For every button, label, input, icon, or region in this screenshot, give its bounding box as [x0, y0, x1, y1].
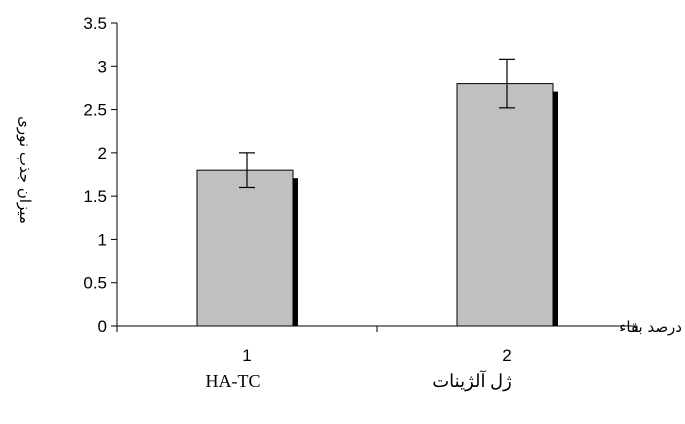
bar-1 — [196, 169, 294, 327]
category-name-2: ژل آلژینات — [432, 370, 512, 392]
y-tick-label: 3.5 — [83, 14, 107, 33]
x-tick-label-1: 1 — [242, 346, 251, 365]
x-axis-title: درصد بقاء — [619, 318, 682, 336]
y-tick-label: 2.5 — [83, 101, 107, 120]
y-tick-label: 1 — [98, 230, 107, 249]
x-tick-label-2: 2 — [502, 346, 511, 365]
y-tick-label: 0 — [98, 317, 107, 336]
bar-shadow-1 — [293, 178, 298, 326]
y-tick-label: 1.5 — [83, 187, 107, 206]
bar-2 — [456, 83, 554, 327]
category-name-1: HA-TC — [206, 371, 261, 391]
y-tick-label: 2 — [98, 144, 107, 163]
y-axis-title: میزان جذب نوری — [16, 116, 34, 224]
bar-shadow-2 — [553, 91, 558, 326]
y-tick-label: 3 — [98, 57, 107, 76]
y-tick-label: 0.5 — [83, 274, 107, 293]
